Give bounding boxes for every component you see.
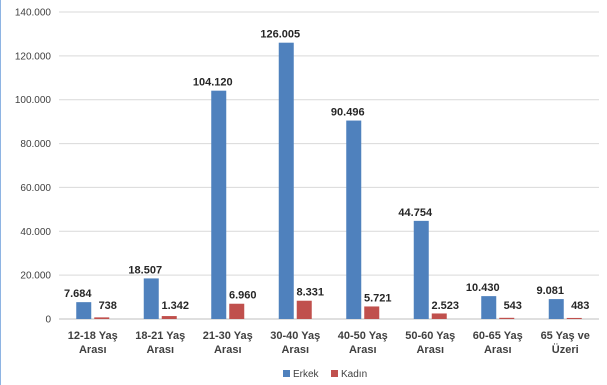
bar-kadın <box>364 306 380 319</box>
y-tick-label: 120.000 <box>15 51 52 62</box>
data-label-kadın: 483 <box>571 300 589 312</box>
bar-kadın <box>499 317 515 319</box>
bar-erkek <box>143 278 159 319</box>
x-tick-label: 60-65 Yaş Arası <box>473 330 523 356</box>
bar-erkek <box>76 302 92 319</box>
bar-kadın <box>566 317 582 319</box>
x-tick-label: 40-50 Yaş Arası <box>338 330 388 356</box>
x-tick-label-line: Arası <box>416 344 444 356</box>
x-tick-label-line: Arası <box>79 344 107 356</box>
bar-kadın <box>161 316 177 319</box>
data-label-kadın: 738 <box>99 300 117 312</box>
data-label-erkek: 7.684 <box>64 288 92 300</box>
x-tick-label: 18-21 Yaş Arası <box>135 330 185 356</box>
data-label-kadın: 1.342 <box>161 300 189 312</box>
x-tick-label-line: 65 Yaş ve <box>541 330 590 342</box>
data-label-kadın: 5.721 <box>364 292 392 304</box>
bar-kadın <box>431 313 447 319</box>
x-tick-label-line: Üzeri <box>552 343 579 356</box>
x-tick-label-line: Arası <box>214 344 242 356</box>
x-tick-label-line: 18-21 Yaş <box>135 330 185 342</box>
y-tick-label: 60.000 <box>20 183 51 194</box>
legend-label-kadın: Kadın <box>341 369 367 380</box>
x-tick-label-line: 21-30 Yaş <box>203 330 253 342</box>
bar-erkek <box>481 296 497 319</box>
data-label-kadın: 543 <box>504 300 522 312</box>
bar-erkek <box>346 120 362 319</box>
data-label-kadın: 8.331 <box>296 287 324 299</box>
y-tick-label: 80.000 <box>20 139 51 150</box>
y-tick-label: 100.000 <box>15 95 52 106</box>
x-tick-label: 65 Yaş ve Üzeri <box>541 330 590 356</box>
x-tick-label-line: 40-50 Yaş <box>338 330 388 342</box>
x-tick-label: 12-18 Yaş Arası <box>68 330 118 356</box>
bar-kadın <box>229 303 245 319</box>
y-tick-label: 40.000 <box>20 227 51 238</box>
y-tick-label: 140.000 <box>15 8 52 19</box>
data-label-erkek: 90.496 <box>331 107 365 119</box>
legend-swatch-erkek <box>283 370 290 377</box>
x-tick-label: 21-30 Yaş Arası <box>203 330 253 356</box>
x-tick-label-line: Arası <box>281 344 309 356</box>
legend-swatch-kadın <box>331 370 338 377</box>
y-tick-label: 0 <box>45 315 51 326</box>
y-tick-label: 20.000 <box>20 271 51 282</box>
legend-label-erkek: Erkek <box>293 369 320 380</box>
data-label-erkek: 126.005 <box>260 29 300 41</box>
data-label-kadın: 6.960 <box>229 290 257 302</box>
x-tick-label: 30-40 Yaş Arası <box>270 330 320 356</box>
x-tick-label-line: 12-18 Yaş <box>68 330 118 342</box>
data-label-erkek: 44.754 <box>398 207 433 219</box>
data-label-erkek: 104.120 <box>193 77 233 89</box>
x-tick-label-line: 30-40 Yaş <box>270 330 320 342</box>
bar-kadın <box>296 300 312 319</box>
bar-kadın <box>94 317 110 319</box>
data-label-erkek: 9.081 <box>536 285 564 297</box>
x-tick-label-line: 60-65 Yaş <box>473 330 523 342</box>
x-tick-label-line: Arası <box>146 344 174 356</box>
x-tick-label-line: 50-60 Yaş <box>405 330 455 342</box>
x-tick-label: 50-60 Yaş Arası <box>405 330 455 356</box>
bar-erkek <box>413 220 429 319</box>
data-label-erkek: 18.507 <box>128 264 162 276</box>
x-tick-label-line: Arası <box>349 344 377 356</box>
bar-erkek <box>211 90 227 319</box>
bar-erkek <box>548 299 564 319</box>
bar-erkek <box>278 42 294 320</box>
data-label-erkek: 10.430 <box>466 282 500 294</box>
data-label-kadın: 2.523 <box>431 300 459 312</box>
x-tick-label-line: Arası <box>484 344 512 356</box>
